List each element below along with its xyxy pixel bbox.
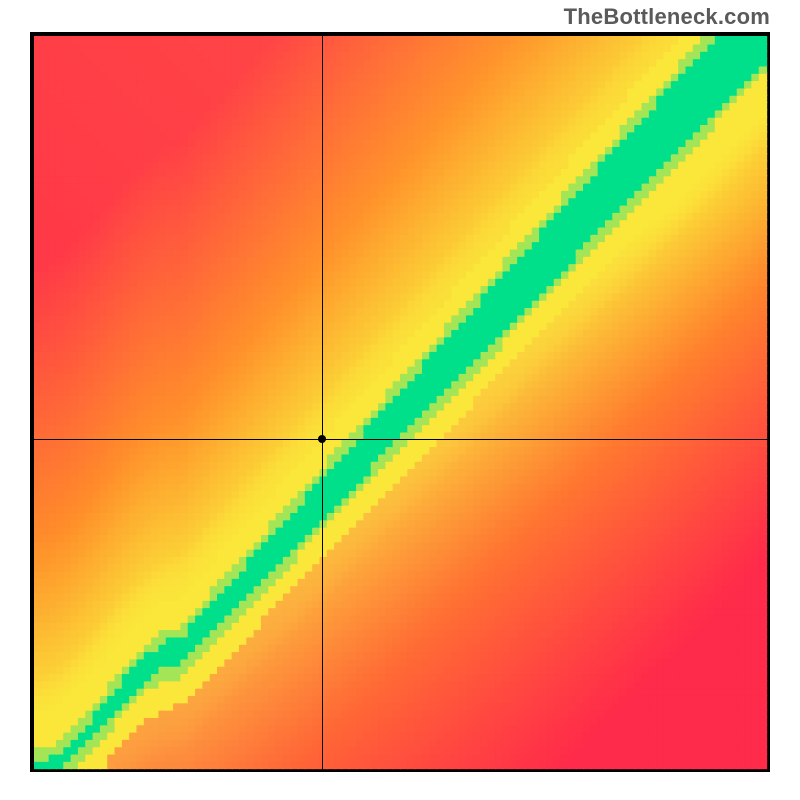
heatmap-canvas [30, 32, 770, 772]
chart-container: TheBottleneck.com [0, 0, 800, 800]
attribution-label: TheBottleneck.com [564, 4, 770, 30]
crosshair-marker [318, 435, 326, 443]
crosshair-vertical [322, 32, 323, 772]
crosshair-horizontal [30, 439, 770, 440]
heatmap-plot [30, 32, 770, 772]
